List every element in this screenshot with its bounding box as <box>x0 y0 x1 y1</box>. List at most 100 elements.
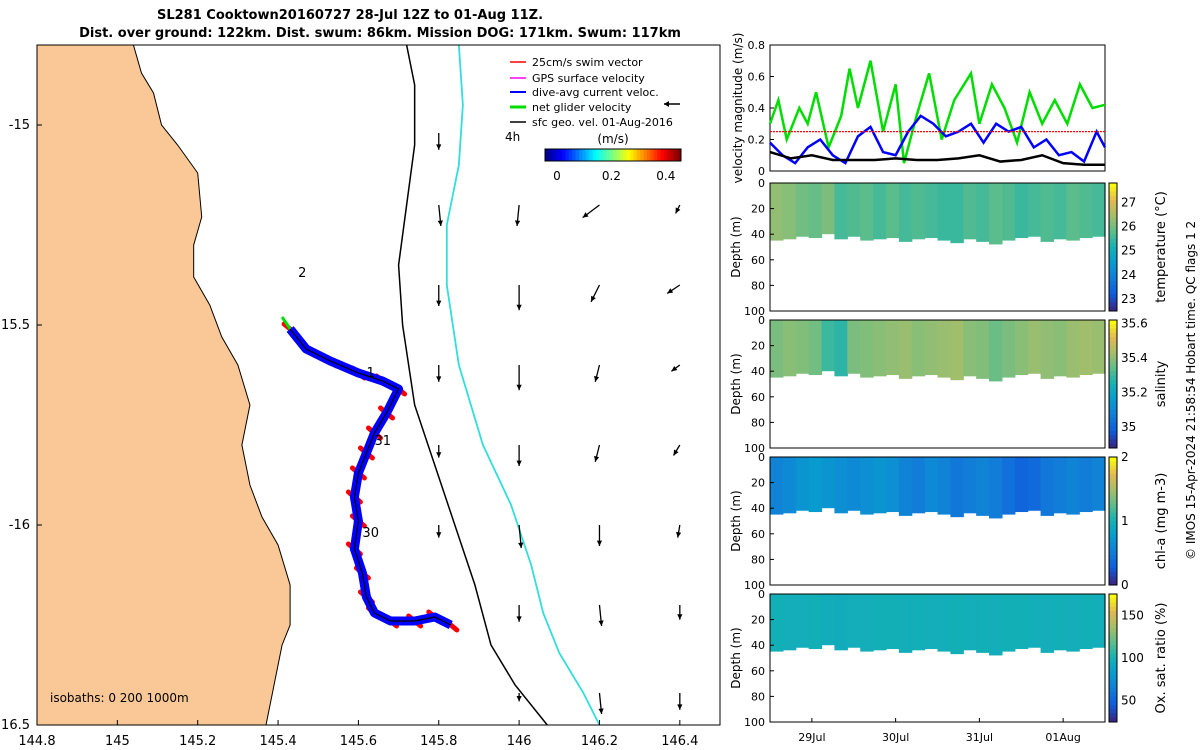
colorbar-segment <box>670 149 675 161</box>
section-colorbar-segment <box>1109 632 1117 638</box>
section-colorbar-segment <box>1109 242 1117 248</box>
section-data-column <box>860 457 874 515</box>
velocity-y-tick-label: 0 <box>758 165 765 178</box>
section-colorbar-segment <box>1109 628 1117 633</box>
section-data-column <box>782 320 797 377</box>
legend-geo-label: sfc geo. vel. 01-Aug-2016 <box>532 116 673 129</box>
section-data-column <box>782 457 797 514</box>
section-data-column <box>963 594 977 651</box>
section-data-column <box>1001 457 1016 515</box>
section-colorbar-segment <box>1109 208 1117 214</box>
section-data-column <box>847 457 861 511</box>
section-colorbar-segment <box>1109 696 1117 702</box>
section-data-column <box>873 594 887 651</box>
section-data-column <box>885 457 900 513</box>
geo-velocity-arrowhead <box>671 365 678 372</box>
section-y-tick-label: 20 <box>751 203 765 216</box>
section-axes-box <box>769 319 1106 449</box>
section-colorbar-segment <box>1109 212 1117 218</box>
section-data-column <box>1014 594 1029 650</box>
section-colorbar-segment <box>1109 611 1117 616</box>
section-colorbar-tick-label: 50 <box>1121 694 1136 708</box>
section-colorbar-segment <box>1109 478 1117 484</box>
time-axis-tick-label: 29Jul <box>798 731 825 744</box>
section-colorbar-tick-label: 150 <box>1121 608 1144 622</box>
section-y-axis-label: Depth (m) <box>729 627 743 688</box>
colorbar-segment <box>548 149 553 161</box>
section-colorbar-segment <box>1109 636 1117 642</box>
colorbar-segment <box>647 149 651 161</box>
section-colorbar-segment <box>1109 187 1117 193</box>
section-colorbar-segment <box>1109 345 1117 351</box>
geo-velocity-arrowhead <box>516 616 522 622</box>
section-colorbar-segment <box>1109 623 1117 629</box>
section-data-column <box>834 183 848 240</box>
section-colorbar-segment <box>1109 349 1117 355</box>
geo-velocity-arrowhead <box>675 207 681 214</box>
section-data-column <box>834 594 848 651</box>
section-colorbar-tick-label: 27 <box>1121 195 1136 209</box>
section-colorbar-tick-label: 24 <box>1121 268 1136 282</box>
credit-text: © IMOS 15-Apr-2024 21:58:54 Hobart time.… <box>1184 220 1198 560</box>
section-data-column <box>1040 183 1055 242</box>
section-colorbar-segment <box>1109 332 1117 338</box>
section-colorbar-label: chl-a (mg m-3) <box>1154 473 1169 570</box>
section-data-column <box>834 320 848 377</box>
section-colorbar-segment <box>1109 255 1117 261</box>
section-y-tick-label: 60 <box>751 665 765 678</box>
section-colorbar-segment <box>1109 375 1117 381</box>
section-colorbar-segment <box>1109 653 1117 659</box>
section-data-column <box>1066 594 1080 652</box>
colorbar-segment <box>609 149 614 161</box>
legend-net-label: net glider velocity <box>532 101 632 114</box>
section-colorbar-segment <box>1109 559 1117 565</box>
section-y-axis-label: Depth (m) <box>729 216 743 277</box>
section-colorbar-tick-label: 35 <box>1121 420 1136 434</box>
section-colorbar-segment <box>1109 289 1117 295</box>
colorbar-segment <box>585 149 590 161</box>
map-axes-box <box>36 44 721 726</box>
section-colorbar-segment <box>1109 533 1117 539</box>
section-data-column <box>1092 457 1106 511</box>
colorbar-segment <box>619 149 624 161</box>
section-data-column <box>937 594 951 652</box>
section-colorbar-segment <box>1109 341 1117 347</box>
geo-velocity-arrowhead <box>436 452 442 458</box>
section-colorbar-segment <box>1109 443 1117 449</box>
section-colorbar-segment <box>1109 362 1117 368</box>
section-colorbar-segment <box>1109 615 1117 621</box>
section-colorbar-frame <box>1108 182 1118 312</box>
colorbar-tick-label: 0 <box>553 169 561 183</box>
section-data-column <box>1027 594 1042 648</box>
map-x-tick-label: 145 <box>105 734 130 749</box>
section-data-column <box>937 457 951 515</box>
section-colorbar-segment <box>1109 320 1117 325</box>
section-colorbar-segment <box>1109 396 1117 402</box>
section-colorbar-segment <box>1109 430 1117 436</box>
section-y-axis-label: Depth (m) <box>729 490 743 551</box>
section-colorbar-segment <box>1109 221 1117 227</box>
section-data-column <box>1079 320 1093 376</box>
section-colorbar-segment <box>1109 529 1117 535</box>
section-colorbar-segment <box>1109 675 1117 680</box>
section-data-column <box>911 183 926 240</box>
section-colorbar-segment <box>1109 285 1117 291</box>
section-y-tick-label: 0 <box>758 314 765 327</box>
geo-velocity-arrowhead <box>437 220 443 226</box>
section-data-column <box>924 457 939 513</box>
section-data-column <box>989 320 1003 382</box>
section-data-column <box>1027 320 1042 374</box>
section-data-column <box>976 594 990 653</box>
section-colorbar-segment <box>1109 567 1117 573</box>
colorbar-segment <box>592 149 597 161</box>
section-colorbar-segment <box>1109 371 1117 376</box>
map-x-tick-label: 146.2 <box>581 734 618 749</box>
colorbar-segment <box>562 149 566 161</box>
section-colorbar-tick-label: 2 <box>1121 450 1129 464</box>
section-colorbar-tick-label: 35.2 <box>1121 386 1148 400</box>
section-colorbar-label: Ox. sat. ratio (%) <box>1154 603 1169 714</box>
section-colorbar-segment <box>1109 392 1117 398</box>
section-y-tick-label: 40 <box>751 639 765 652</box>
section-data-column <box>989 183 1003 245</box>
section-data-column <box>885 320 900 376</box>
